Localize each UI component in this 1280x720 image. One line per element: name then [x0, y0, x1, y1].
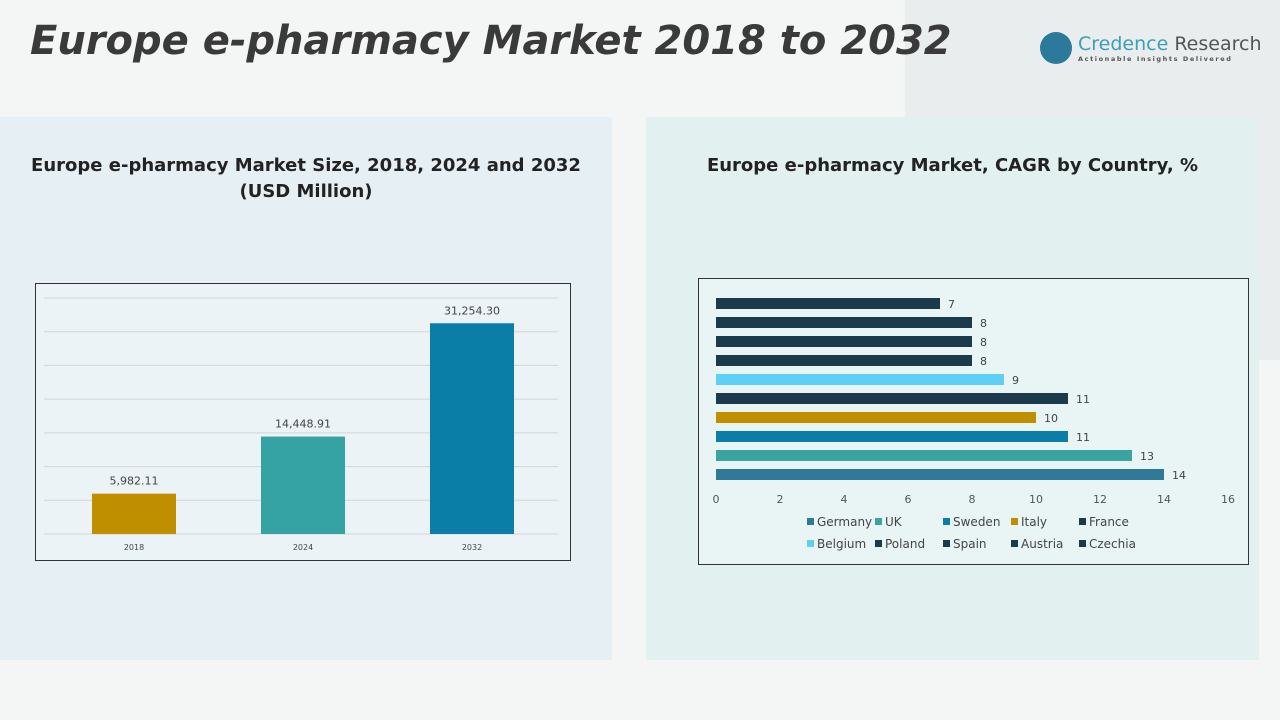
data-label: 11 [1076, 431, 1090, 444]
legend-swatch-UK [875, 518, 882, 525]
legend-item-Austria: Austria [1021, 537, 1063, 551]
x-tick-label: 2018 [124, 543, 144, 552]
page-title: Europe e-pharmacy Market 2018 to 2032 [30, 18, 952, 64]
x-tick-label: 10 [1029, 493, 1043, 506]
legend-item-UK: UK [885, 515, 903, 529]
x-tick-label: 2024 [293, 543, 313, 552]
legend-swatch-Czechia [1079, 540, 1086, 547]
legend-item-Czechia: Czechia [1089, 537, 1136, 551]
bar-Poland [716, 355, 972, 366]
legend-item-Italy: Italy [1021, 515, 1047, 529]
chart1-svg: 5,982.11 2018 14,448.91 2024 31,254.30 2032 [44, 297, 558, 552]
logo-tagline: Actionable Insights Delivered [1078, 55, 1233, 63]
x-tick-label: 16 [1221, 493, 1235, 506]
legend-item-France: France [1089, 515, 1129, 529]
data-label: 8 [980, 317, 987, 330]
data-label: 9 [1012, 374, 1019, 387]
cagr-panel: Europe e-pharmacy Market, CAGR by Countr… [646, 117, 1259, 660]
chart2-frame: 14 13 11 10 11 9 8 8 8 7 0 2 4 6 8 10 12 14 16 Germany UK Swe… [698, 278, 1249, 565]
bar-2018 [92, 493, 176, 534]
bar-2032 [430, 323, 514, 534]
data-label: 7 [948, 298, 955, 311]
bar-Czechia [716, 298, 940, 309]
legend-swatch-Germany [807, 518, 814, 525]
x-tick-label: 12 [1093, 493, 1107, 506]
legend-swatch-Austria [1011, 540, 1018, 547]
legend-swatch-Sweden [943, 518, 950, 525]
x-tick-label: 2 [777, 493, 784, 506]
data-label: 14,448.91 [275, 418, 331, 431]
x-tick-label: 6 [905, 493, 912, 506]
bar-Germany [716, 469, 1164, 480]
bar-2024 [261, 436, 345, 534]
legend-swatch-France [1079, 518, 1086, 525]
x-tick-label: 0 [713, 493, 720, 506]
legend-swatch-Poland [875, 540, 882, 547]
data-label: 14 [1172, 469, 1186, 482]
data-label: 13 [1140, 450, 1154, 463]
chart1-subtitle: (USD Million) [239, 181, 373, 202]
x-tick-label: 2032 [462, 543, 482, 552]
chart2-title: Europe e-pharmacy Market, CAGR by Countr… [706, 155, 1199, 176]
x-tick-label: 4 [841, 493, 848, 506]
legend-swatch-Belgium [807, 540, 814, 547]
x-tick-label: 14 [1157, 493, 1171, 506]
logo-name2: Research [1174, 33, 1262, 55]
market-size-panel: Europe e-pharmacy Market Size, 2018, 202… [0, 117, 612, 660]
chart1-frame: 5,982.11 2018 14,448.91 2024 31,254.30 2032 [35, 283, 571, 561]
bar-Spain [716, 336, 972, 347]
bar-France [716, 393, 1068, 404]
chart2-svg: 14 13 11 10 11 9 8 8 8 7 0 2 4 6 8 10 12 14 16 Germany UK Swe… [713, 298, 1235, 551]
legend-item-Spain: Spain [953, 537, 987, 551]
bar-Italy [716, 412, 1036, 423]
data-label: 11 [1076, 393, 1090, 406]
data-label: 5,982.11 [110, 475, 159, 488]
data-label: 8 [980, 355, 987, 368]
bar-Austria [716, 317, 972, 328]
data-label: 10 [1044, 412, 1058, 425]
legend-swatch-Italy [1011, 518, 1018, 525]
logo: Credence Research Actionable Insights De… [1040, 32, 1261, 64]
data-label: 8 [980, 336, 987, 349]
legend-swatch-Spain [943, 540, 950, 547]
data-label: 31,254.30 [444, 304, 500, 317]
chart1-title: Europe e-pharmacy Market Size, 2018, 202… [31, 155, 581, 176]
legend-item-Poland: Poland [885, 537, 925, 551]
x-tick-label: 8 [969, 493, 976, 506]
logo-name: Credence [1078, 33, 1169, 55]
legend-item-Sweden: Sweden [953, 515, 1000, 529]
bar-Sweden [716, 431, 1068, 442]
bar-UK [716, 450, 1132, 461]
legend-item-Germany: Germany [817, 515, 872, 529]
bar-Belgium [716, 374, 1004, 385]
legend-item-Belgium: Belgium [817, 537, 866, 551]
logo-icon [1040, 32, 1072, 64]
